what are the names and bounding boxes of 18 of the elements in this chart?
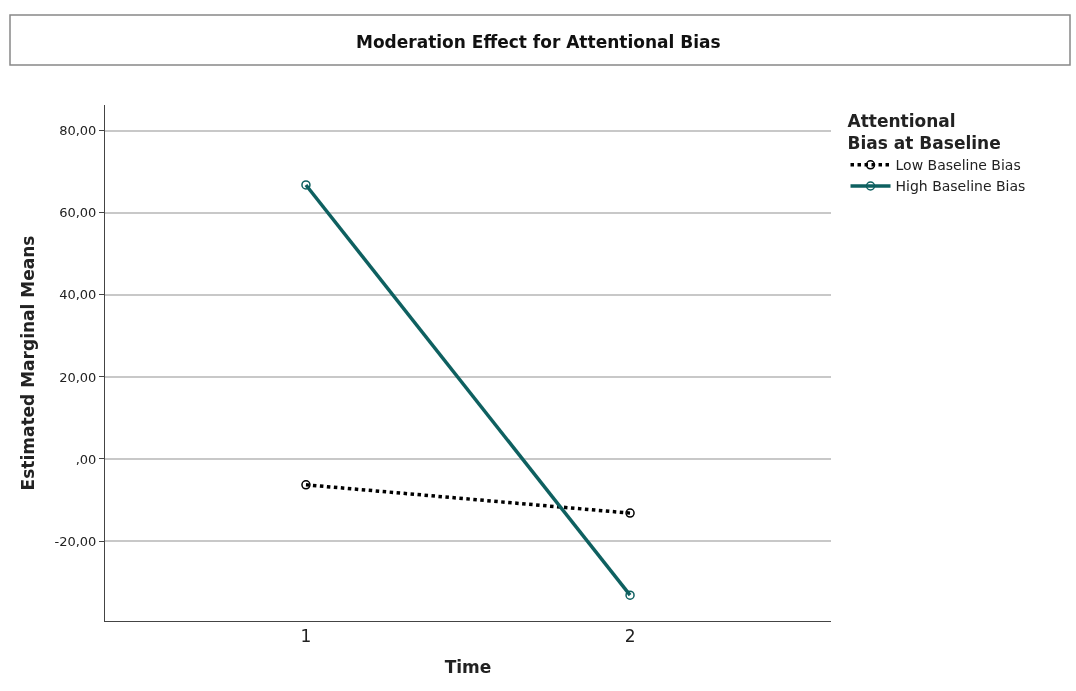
y-tick-label: 20,00 [59, 369, 97, 385]
point [625, 590, 635, 600]
y-axis-title: Estimated Marginal Means [18, 235, 39, 491]
point [301, 480, 311, 490]
y-tick-label: 40,00 [59, 287, 97, 303]
legend-title: Attentional Bias at Baseline [847, 111, 1001, 154]
x-tick-label: 1 [300, 626, 312, 647]
legend-label: Low Baseline Bias [895, 157, 1021, 174]
x-axis-title: Time [444, 656, 492, 677]
legend-label: High Baseline Bias [895, 178, 1026, 195]
point [301, 180, 311, 190]
y-tick-label: -20,00 [54, 533, 97, 549]
y-tick-label: 80,00 [59, 123, 97, 139]
x-tick-label: 2 [624, 626, 636, 647]
point [625, 508, 635, 518]
y-tick-label: ,00 [75, 451, 97, 467]
y-tick-label: 60,00 [59, 205, 97, 221]
chart-title: Moderation Effect for Attentional Bias [356, 32, 721, 52]
